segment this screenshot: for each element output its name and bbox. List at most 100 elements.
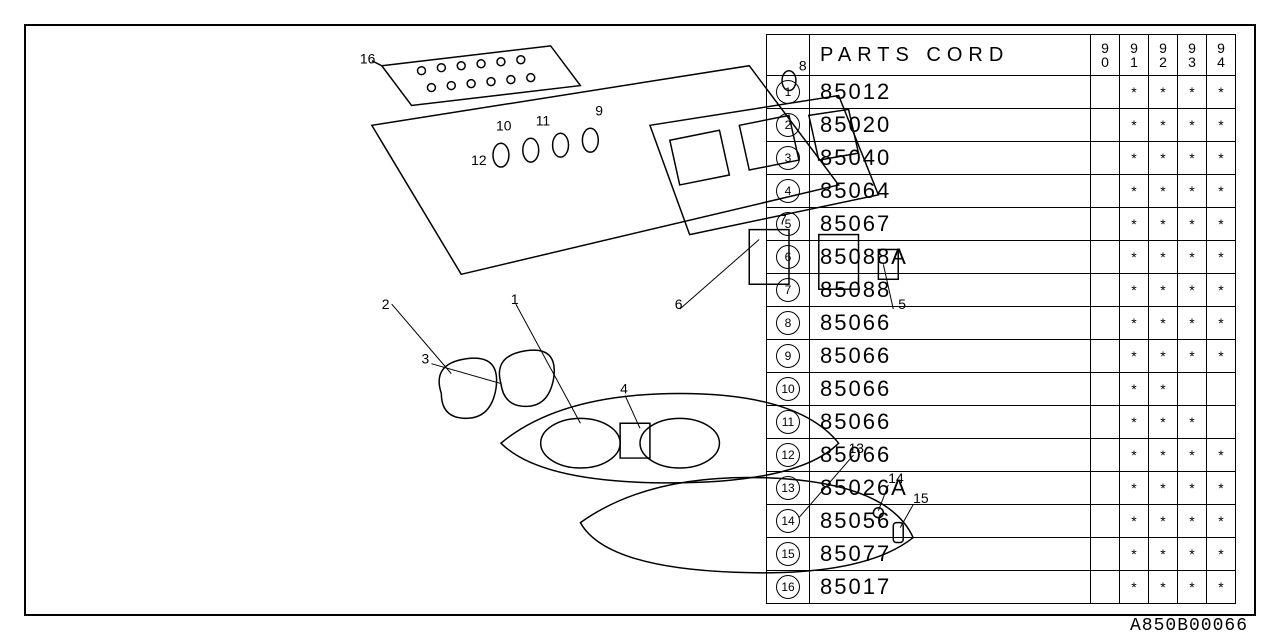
row-year-mark: * bbox=[1149, 241, 1178, 274]
table-row: 285020**** bbox=[767, 109, 1236, 142]
row-year-mark: * bbox=[1178, 571, 1207, 604]
row-year-mark: * bbox=[1207, 76, 1236, 109]
row-year-mark: * bbox=[1120, 505, 1149, 538]
row-year-mark: * bbox=[1149, 373, 1178, 406]
row-year-mark: * bbox=[1120, 208, 1149, 241]
table-row: 1285066**** bbox=[767, 439, 1236, 472]
row-year-mark: * bbox=[1178, 175, 1207, 208]
row-year-mark: * bbox=[1149, 406, 1178, 439]
row-year-mark: * bbox=[1120, 373, 1149, 406]
table-row: 885066**** bbox=[767, 307, 1236, 340]
row-year-mark bbox=[1091, 175, 1120, 208]
row-code: 85020 bbox=[810, 109, 1091, 142]
row-year-mark: * bbox=[1120, 307, 1149, 340]
row-year-mark: * bbox=[1120, 274, 1149, 307]
row-index: 6 bbox=[767, 241, 810, 274]
row-year-mark: * bbox=[1207, 439, 1236, 472]
row-year-mark: * bbox=[1178, 538, 1207, 571]
row-year-mark: * bbox=[1149, 505, 1178, 538]
row-code: 85040 bbox=[810, 142, 1091, 175]
row-code: 85026A bbox=[810, 472, 1091, 505]
row-index: 3 bbox=[767, 142, 810, 175]
row-code: 85066 bbox=[810, 406, 1091, 439]
row-code: 85067 bbox=[810, 208, 1091, 241]
row-year-mark: * bbox=[1178, 439, 1207, 472]
row-index: 4 bbox=[767, 175, 810, 208]
callout-2: 2 bbox=[382, 296, 390, 312]
table-row: 785088**** bbox=[767, 274, 1236, 307]
row-year-mark bbox=[1207, 406, 1236, 439]
row-year-mark bbox=[1091, 109, 1120, 142]
row-index: 5 bbox=[767, 208, 810, 241]
col-year-91: 91 bbox=[1120, 35, 1149, 76]
row-code: 85088 bbox=[810, 274, 1091, 307]
row-year-mark bbox=[1091, 538, 1120, 571]
row-code: 85017 bbox=[810, 571, 1091, 604]
row-index: 12 bbox=[767, 439, 810, 472]
row-code: 85066 bbox=[810, 373, 1091, 406]
callout-10: 10 bbox=[496, 117, 512, 133]
callout-12: 12 bbox=[471, 152, 487, 168]
callout-1: 1 bbox=[511, 291, 519, 307]
row-year-mark: * bbox=[1178, 472, 1207, 505]
row-year-mark: * bbox=[1178, 109, 1207, 142]
row-year-mark: * bbox=[1178, 274, 1207, 307]
row-year-mark bbox=[1091, 472, 1120, 505]
row-index: 1 bbox=[767, 76, 810, 109]
row-code: 85066 bbox=[810, 340, 1091, 373]
row-index: 14 bbox=[767, 505, 810, 538]
col-year-93: 93 bbox=[1178, 35, 1207, 76]
row-year-mark bbox=[1178, 373, 1207, 406]
row-year-mark: * bbox=[1120, 76, 1149, 109]
row-year-mark: * bbox=[1178, 142, 1207, 175]
row-year-mark: * bbox=[1207, 340, 1236, 373]
col-partscord-header: PARTS CORD bbox=[810, 35, 1091, 76]
row-year-mark: * bbox=[1178, 406, 1207, 439]
table-row: 185012**** bbox=[767, 76, 1236, 109]
callout-6: 6 bbox=[675, 296, 683, 312]
table-row: 1585077**** bbox=[767, 538, 1236, 571]
table-row: 685088A**** bbox=[767, 241, 1236, 274]
row-year-mark: * bbox=[1178, 307, 1207, 340]
row-year-mark: * bbox=[1120, 571, 1149, 604]
callout-11: 11 bbox=[536, 112, 551, 128]
row-year-mark: * bbox=[1178, 208, 1207, 241]
row-year-mark: * bbox=[1207, 241, 1236, 274]
row-year-mark: * bbox=[1120, 406, 1149, 439]
row-year-mark: * bbox=[1207, 175, 1236, 208]
callout-4: 4 bbox=[620, 381, 628, 397]
row-year-mark: * bbox=[1149, 76, 1178, 109]
row-year-mark bbox=[1091, 274, 1120, 307]
row-year-mark: * bbox=[1207, 505, 1236, 538]
row-year-mark: * bbox=[1178, 505, 1207, 538]
row-year-mark: * bbox=[1120, 175, 1149, 208]
row-index: 11 bbox=[767, 406, 810, 439]
row-year-mark: * bbox=[1207, 109, 1236, 142]
callout-9: 9 bbox=[595, 102, 603, 118]
row-year-mark: * bbox=[1149, 472, 1178, 505]
row-year-mark: * bbox=[1149, 175, 1178, 208]
col-year-92: 92 bbox=[1149, 35, 1178, 76]
col-index-header bbox=[767, 35, 810, 76]
row-year-mark: * bbox=[1120, 340, 1149, 373]
row-code: 85012 bbox=[810, 76, 1091, 109]
parts-table: PARTS CORD 90 91 92 93 94 185012****2850… bbox=[766, 34, 1236, 604]
col-year-94: 94 bbox=[1207, 35, 1236, 76]
row-year-mark: * bbox=[1149, 571, 1178, 604]
row-year-mark: * bbox=[1207, 142, 1236, 175]
row-code: 85064 bbox=[810, 175, 1091, 208]
row-year-mark: * bbox=[1207, 472, 1236, 505]
row-year-mark bbox=[1091, 571, 1120, 604]
row-year-mark: * bbox=[1149, 109, 1178, 142]
row-year-mark: * bbox=[1149, 208, 1178, 241]
row-year-mark bbox=[1091, 142, 1120, 175]
row-year-mark: * bbox=[1149, 538, 1178, 571]
row-code: 85077 bbox=[810, 538, 1091, 571]
row-index: 9 bbox=[767, 340, 810, 373]
row-year-mark bbox=[1091, 373, 1120, 406]
table-row: 985066**** bbox=[767, 340, 1236, 373]
row-code: 85066 bbox=[810, 307, 1091, 340]
row-year-mark: * bbox=[1207, 208, 1236, 241]
row-year-mark bbox=[1091, 406, 1120, 439]
row-year-mark: * bbox=[1207, 538, 1236, 571]
